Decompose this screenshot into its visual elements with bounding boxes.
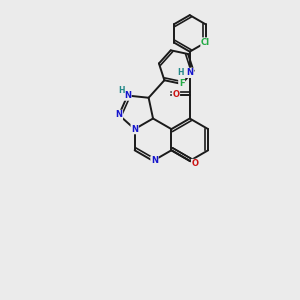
Text: O: O xyxy=(172,90,179,99)
Text: N: N xyxy=(131,124,138,134)
Text: O: O xyxy=(192,160,199,169)
Text: Cl: Cl xyxy=(201,38,210,47)
Text: N: N xyxy=(116,110,122,119)
Text: H: H xyxy=(177,68,184,77)
Text: N: N xyxy=(124,91,131,100)
Text: H: H xyxy=(118,86,124,95)
Text: N: N xyxy=(186,68,193,77)
Text: N: N xyxy=(151,156,158,165)
Text: F: F xyxy=(179,80,184,88)
